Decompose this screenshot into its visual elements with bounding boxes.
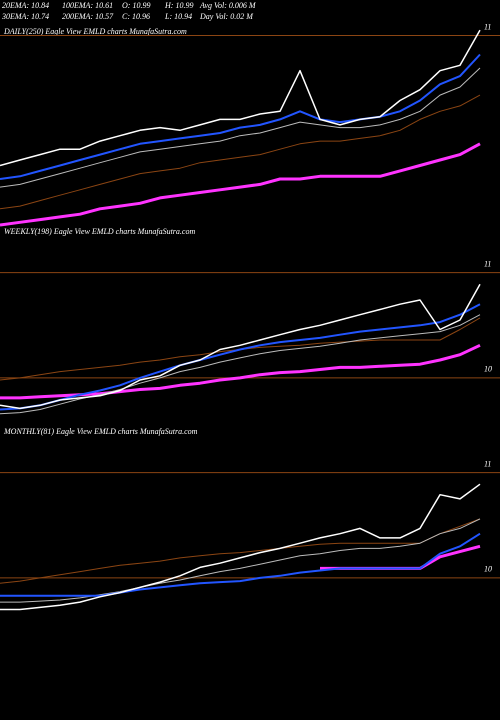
header-stat: Avg Vol: 0.006 M [199,1,257,10]
series-line [0,314,481,415]
header-stat: 30EMA: 10.74 [1,12,49,21]
series-line [0,483,481,611]
series-line [0,283,481,410]
series-line [0,303,481,411]
header-stat: H: 10.99 [164,1,193,10]
header-stat: C: 10.96 [122,12,150,21]
header-stat: Day Vol: 0.02 M [199,12,254,21]
y-tick-label: 10 [484,565,492,574]
series-line [0,142,481,227]
series-line [0,518,481,584]
series-line [0,518,481,603]
header-stat: 200EMA: 10.57 [62,12,114,21]
panel-title: MONTHLY(81) Eagle View EMLD charts Munaf… [3,427,198,436]
panel-title: WEEKLY(198) Eagle View EMLD charts Munaf… [4,227,195,236]
header-stat: 100EMA: 10.61 [62,1,113,10]
header-stat: 20EMA: 10.84 [2,1,49,10]
series-line [0,53,481,180]
panel-title: DAILY(250) Eagle View EMLD charts Munafa… [3,27,187,36]
series-line [0,67,481,188]
series-line [0,532,481,597]
header-stat: O: 10.99 [122,1,150,10]
y-tick-label: 11 [484,22,491,31]
series-line [0,29,481,167]
y-tick-label: 11 [484,259,491,268]
series-line [0,94,481,210]
y-tick-label: 10 [484,365,492,374]
header-stat: L: 10.94 [164,12,192,21]
y-tick-label: 11 [484,459,491,468]
